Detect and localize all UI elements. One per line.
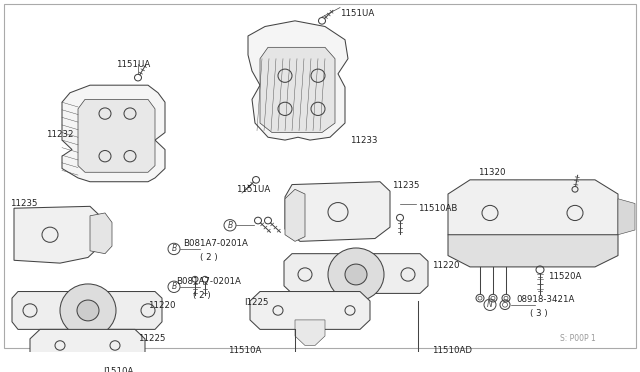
Polygon shape bbox=[284, 254, 428, 294]
Polygon shape bbox=[14, 206, 100, 263]
Text: I1225: I1225 bbox=[244, 298, 269, 307]
Polygon shape bbox=[12, 292, 162, 329]
Text: B081A7-0201A: B081A7-0201A bbox=[176, 277, 241, 286]
Polygon shape bbox=[260, 47, 335, 132]
Text: B: B bbox=[172, 244, 177, 253]
Circle shape bbox=[328, 248, 384, 301]
Text: 1151UA: 1151UA bbox=[116, 60, 150, 69]
Text: 11235: 11235 bbox=[10, 199, 38, 208]
Text: 11520A: 11520A bbox=[548, 272, 581, 281]
Text: 11510AD: 11510AD bbox=[432, 346, 472, 355]
Polygon shape bbox=[285, 182, 390, 241]
Text: 11235: 11235 bbox=[392, 181, 419, 190]
Polygon shape bbox=[62, 85, 165, 182]
Polygon shape bbox=[448, 235, 618, 267]
Text: 11220: 11220 bbox=[148, 301, 175, 310]
Text: ( 3 ): ( 3 ) bbox=[530, 309, 548, 318]
Polygon shape bbox=[30, 329, 145, 365]
Text: ( 2 ): ( 2 ) bbox=[193, 291, 211, 300]
Text: N: N bbox=[487, 300, 493, 309]
Text: 11220: 11220 bbox=[432, 260, 460, 270]
Text: 11510A: 11510A bbox=[228, 346, 261, 355]
Polygon shape bbox=[448, 180, 618, 246]
Circle shape bbox=[77, 300, 99, 321]
Polygon shape bbox=[295, 320, 325, 346]
Circle shape bbox=[345, 264, 367, 285]
Text: B: B bbox=[227, 221, 232, 230]
Text: 11232: 11232 bbox=[46, 130, 74, 139]
Polygon shape bbox=[248, 21, 348, 140]
Polygon shape bbox=[78, 99, 155, 172]
Polygon shape bbox=[90, 213, 112, 254]
Text: 11225: 11225 bbox=[138, 334, 166, 343]
Text: 11233: 11233 bbox=[350, 135, 378, 145]
Text: S: P00P 1: S: P00P 1 bbox=[560, 334, 596, 343]
Polygon shape bbox=[285, 189, 305, 241]
Text: B081A7-0201A: B081A7-0201A bbox=[183, 239, 248, 248]
Text: 1151UA: 1151UA bbox=[340, 9, 374, 18]
Circle shape bbox=[60, 284, 116, 337]
Text: 1151UA: 1151UA bbox=[236, 185, 270, 194]
Text: I1510A: I1510A bbox=[103, 366, 133, 372]
Text: ( 2 ): ( 2 ) bbox=[200, 253, 218, 262]
Polygon shape bbox=[618, 199, 635, 235]
Text: 11510AB: 11510AB bbox=[418, 204, 458, 213]
Polygon shape bbox=[250, 292, 370, 329]
Text: B: B bbox=[172, 282, 177, 291]
Text: 11320: 11320 bbox=[478, 168, 506, 177]
Text: 08918-3421A: 08918-3421A bbox=[516, 295, 574, 304]
